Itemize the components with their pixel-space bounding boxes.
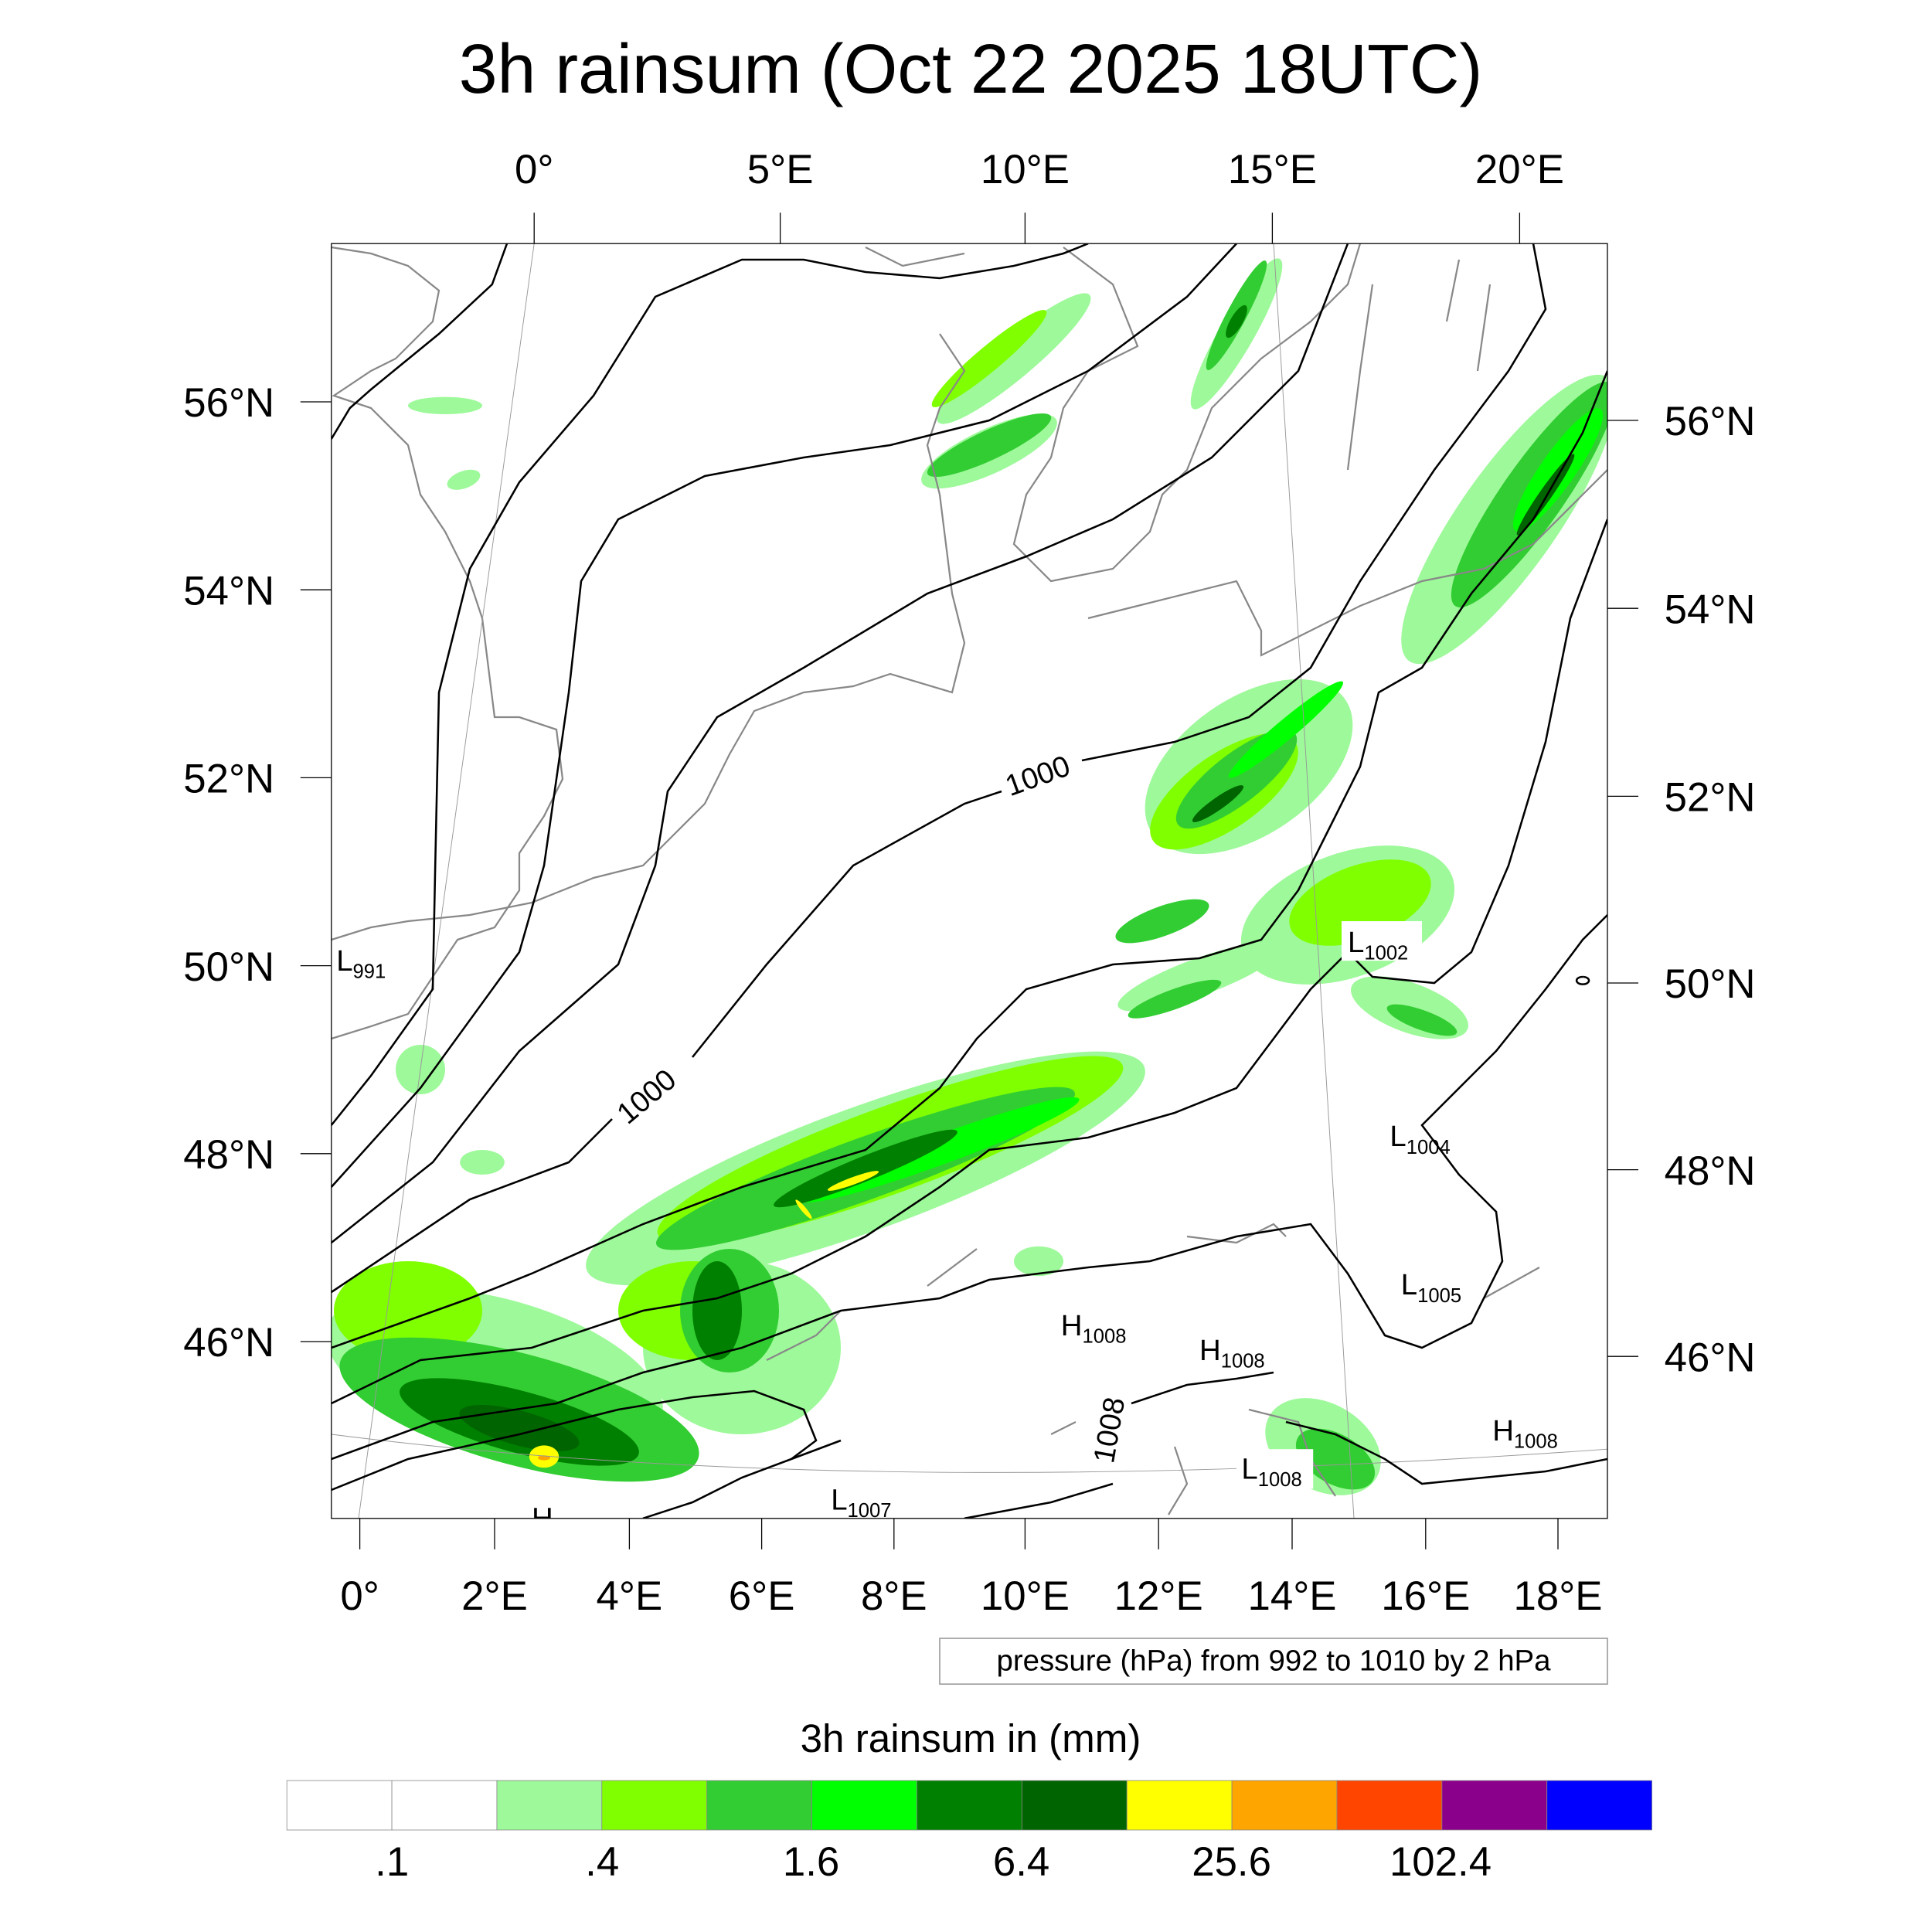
colorbar-swatch <box>811 1780 917 1831</box>
colorbar-label: 25.6 <box>1192 1839 1271 1885</box>
pressure-center-label: L1005 <box>1401 1268 1461 1307</box>
left-latitude-axis: 56°N 54°N 52°N 50°N 48°N 46°N <box>183 380 332 1366</box>
map-area: 1000 1000 1008 L991 L1002 L1004 L1005 H1… <box>331 243 1608 1536</box>
colorbar: 3h rainsum in (mm) .1 .4 1.6 6.4 25.6 10… <box>286 1716 1652 1885</box>
tick-label: 54°N <box>183 568 274 614</box>
colorbar-swatch <box>1126 1780 1233 1831</box>
tick-label: 18°E <box>1513 1573 1602 1619</box>
pressure-center-label: H1008 <box>1061 1309 1127 1348</box>
colorbar-swatch <box>1231 1780 1338 1831</box>
tick-label: 0° <box>340 1573 379 1619</box>
tick-label: 10°E <box>981 147 1070 192</box>
tick-label: 56°N <box>183 380 274 426</box>
colorbar-swatch <box>1336 1780 1443 1831</box>
colorbar-label: .4 <box>585 1839 619 1885</box>
colorbar-swatch <box>496 1780 603 1831</box>
pressure-center-label: L1002 <box>1348 926 1408 964</box>
tick-label: 56°N <box>1665 399 1756 444</box>
colorbar-swatch <box>917 1780 1022 1831</box>
colorbar-swatch <box>391 1780 498 1831</box>
tick-label: 46°N <box>1665 1335 1756 1380</box>
colorbar-label: .1 <box>375 1839 409 1885</box>
figure-title: 3h rainsum (Oct 22 2025 18UTC) <box>459 30 1483 107</box>
tick-label: 48°N <box>183 1132 274 1178</box>
pressure-center-label: H1008 <box>1492 1414 1558 1453</box>
tick-label: 4°E <box>597 1573 663 1619</box>
colorbar-swatch <box>601 1780 708 1831</box>
tick-label: 5°E <box>747 147 814 192</box>
bottom-longitude-axis: 0° 2°E 4°E 6°E 8°E 10°E 12°E 14°E 16°E 1… <box>340 1518 1603 1619</box>
colorbar-swatch <box>1021 1780 1128 1831</box>
pressure-center-label: L1008 <box>1241 1453 1301 1492</box>
colorbar-swatch <box>286 1780 393 1831</box>
colorbar-label: 1.6 <box>783 1839 839 1885</box>
tick-label: 15°E <box>1228 147 1317 192</box>
colorbar-swatch <box>1546 1780 1652 1831</box>
tick-label: 50°N <box>1665 961 1756 1007</box>
tick-label: 6°E <box>729 1573 795 1619</box>
colorbar-swatch <box>1441 1780 1548 1831</box>
tick-label: 52°N <box>183 757 274 802</box>
colorbar-swatch <box>706 1780 812 1831</box>
colorbar-label: 102.4 <box>1389 1839 1492 1885</box>
tick-label: 50°N <box>183 944 274 990</box>
top-longitude-axis: 0° 5°E 10°E 15°E 20°E <box>515 147 1564 244</box>
tick-label: 20°E <box>1475 147 1564 192</box>
tick-label: 14°E <box>1247 1573 1336 1619</box>
pressure-center-label: H <box>532 1502 553 1536</box>
tick-label: 52°N <box>1665 775 1756 821</box>
map-frame <box>331 243 1608 1519</box>
pressure-contours <box>331 243 1607 1519</box>
pressure-center-label: L1004 <box>1389 1120 1450 1158</box>
tick-label: 46°N <box>183 1320 274 1366</box>
colorbar-label: 6.4 <box>993 1839 1049 1885</box>
tick-label: 12°E <box>1114 1573 1203 1619</box>
pressure-center-label: L991 <box>336 944 386 983</box>
tick-label: 10°E <box>981 1573 1070 1619</box>
tick-label: 0° <box>515 147 553 192</box>
pressure-center-labels: L991 L1002 L1004 L1005 H1008 H1008 H1008… <box>336 921 1558 1536</box>
pressure-center-label: H1008 <box>1199 1334 1265 1372</box>
tick-label: 2°E <box>461 1573 528 1619</box>
right-latitude-axis: 56°N 54°N 52°N 50°N 48°N 46°N <box>1607 399 1756 1380</box>
tick-label: 48°N <box>1665 1148 1756 1194</box>
tick-label: 8°E <box>861 1573 927 1619</box>
tick-label: 54°N <box>1665 587 1756 632</box>
colorbar-title: 3h rainsum in (mm) <box>801 1716 1141 1760</box>
contour-info-text: pressure (hPa) from 992 to 1010 by 2 hPa <box>996 1645 1551 1678</box>
pressure-center-label: L1007 <box>831 1484 891 1522</box>
tick-label: 16°E <box>1381 1573 1470 1619</box>
contour-info-box: pressure (hPa) from 992 to 1010 by 2 hPa <box>939 1638 1608 1685</box>
